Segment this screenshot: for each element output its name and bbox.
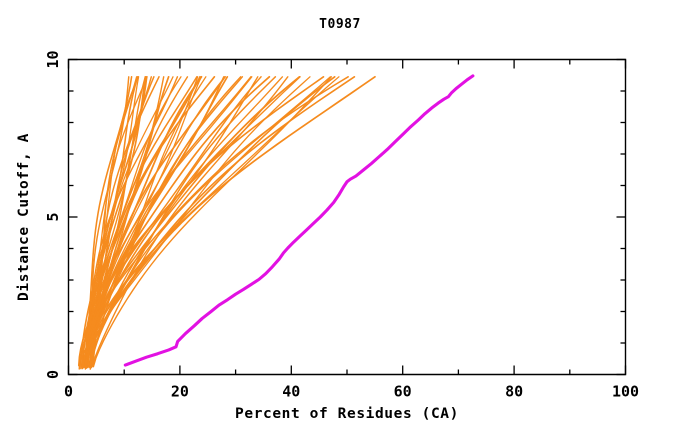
x-axis-title: Percent of Residues (CA)	[235, 406, 459, 422]
x-tick-label: 20	[171, 383, 189, 401]
y-tick-label: 5	[44, 212, 62, 221]
x-tick-label: 0	[64, 383, 73, 401]
y-axis-title: Distance Cutoff, A	[16, 133, 32, 301]
x-tick-label: 100	[612, 383, 639, 401]
x-tick-label: 60	[394, 383, 412, 401]
chart-container: T0987 0 20 40 60 80 100 0 5 10 Percent of Resid…	[0, 0, 680, 440]
x-tick-label: 80	[505, 383, 523, 401]
chart-title: T0987	[319, 17, 361, 32]
y-tick-label: 10	[44, 50, 62, 68]
chart-svg: T0987 0 20 40 60 80 100 0 5 10 Percent of Resid…	[0, 0, 680, 440]
y-tick-label: 0	[44, 370, 62, 379]
x-tick-label: 40	[282, 383, 300, 401]
